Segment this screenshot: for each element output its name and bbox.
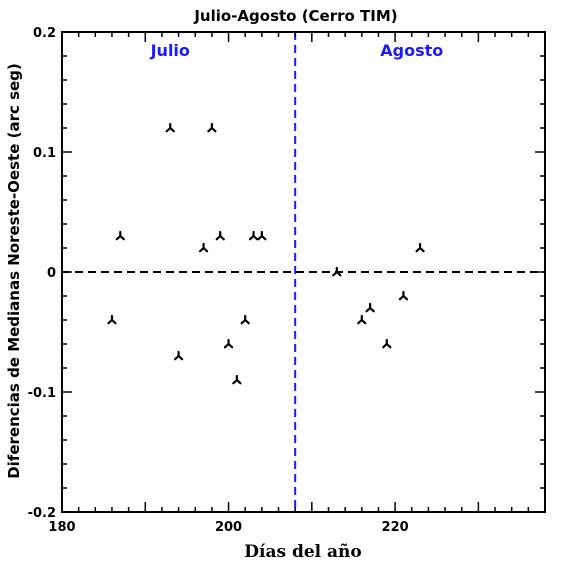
y-tick-label: -0.2: [28, 506, 56, 521]
data-point: [232, 374, 242, 385]
data-point: [332, 266, 342, 277]
x-tick-label: 200: [215, 520, 242, 535]
region-annotations: Julio Agosto: [150, 41, 444, 60]
data-point: [248, 230, 259, 241]
data-point: [198, 242, 209, 253]
data-point: [165, 122, 175, 133]
data-point: [415, 242, 425, 253]
y-tick-label: 0: [47, 266, 56, 281]
data-point: [107, 314, 117, 325]
data-point: [365, 302, 375, 313]
y-tick-label: 0.2: [33, 26, 56, 41]
y-tick-label: 0.1: [33, 146, 56, 161]
data-point: [240, 314, 250, 325]
data-point: [382, 338, 392, 349]
region-label: Julio: [150, 41, 190, 60]
y-axis-label: Diferencias de Medianas Noreste-Oeste (a…: [5, 63, 23, 479]
y-tick-label: -0.1: [28, 386, 56, 401]
data-point: [398, 290, 409, 301]
axis-tick-labels: 180 200 220 -0.2 -0.1 0 0.1 0.2: [28, 26, 409, 535]
reference-lines: [62, 32, 545, 512]
x-tick-label: 180: [48, 520, 75, 535]
data-point: [357, 314, 367, 325]
x-tick-label: 220: [382, 520, 409, 535]
plot-frame: [61, 31, 546, 513]
chart-title: Julio-Agosto (Cerro TIM): [193, 7, 397, 25]
x-axis-label: Días del año: [244, 542, 362, 562]
data-point: [115, 230, 125, 241]
data-point: [207, 122, 217, 133]
data-point: [223, 338, 234, 349]
region-label: Agosto: [380, 41, 443, 60]
data-point: [257, 230, 267, 241]
data-point: [173, 350, 184, 361]
data-points: [107, 122, 425, 385]
data-point: [215, 230, 225, 241]
